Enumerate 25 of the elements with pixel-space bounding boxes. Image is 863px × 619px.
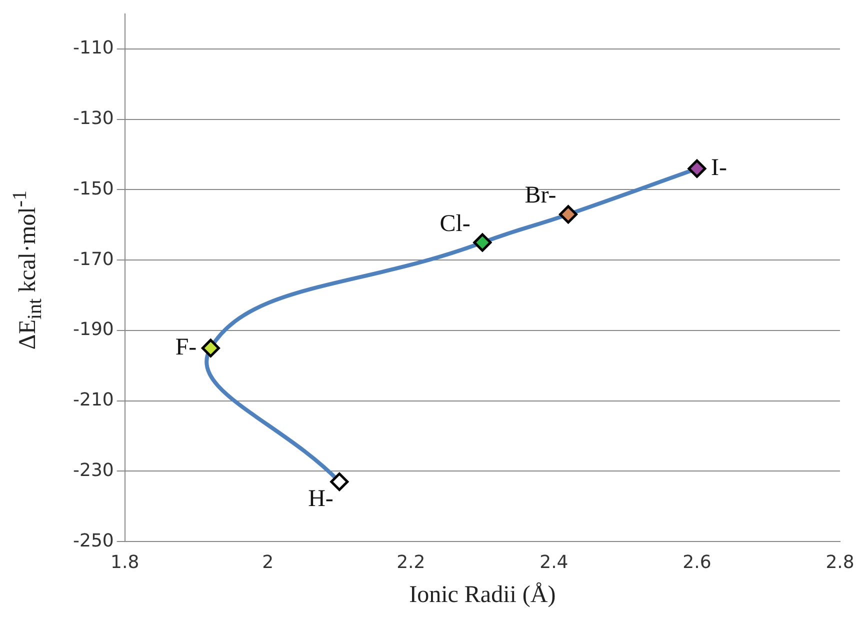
point: [688, 159, 706, 178]
y-tick-label: -130: [72, 108, 114, 130]
y-tick-label: -170: [72, 248, 114, 270]
x-axis-title: Ionic Radii (Å): [409, 582, 556, 608]
y-tick-label: -230: [72, 460, 114, 481]
annotation: H-: [308, 486, 334, 512]
point: [473, 233, 492, 252]
y-tick-label: -250: [72, 530, 114, 552]
annotation: F-: [175, 334, 197, 360]
x-tick-label: 2: [262, 552, 274, 574]
point: [558, 205, 578, 224]
y-tick-label: -210: [72, 390, 114, 411]
y-tick-label: -110: [72, 38, 114, 59]
y-tick-label: -190: [72, 319, 114, 340]
point: [201, 338, 220, 358]
annotation: I-: [710, 154, 727, 181]
point: [330, 472, 349, 492]
annotation: Br-: [524, 182, 556, 209]
x-tick-label: 2.4: [540, 552, 568, 574]
annotation: Cl-: [440, 210, 470, 237]
x-tick-label: 1.8: [110, 552, 140, 574]
x-tick-label: 2.6: [682, 552, 712, 574]
x-tick-label: 2.8: [826, 552, 854, 574]
y-tick-label: -150: [72, 178, 114, 200]
x-tick-label: 2.2: [396, 552, 426, 574]
